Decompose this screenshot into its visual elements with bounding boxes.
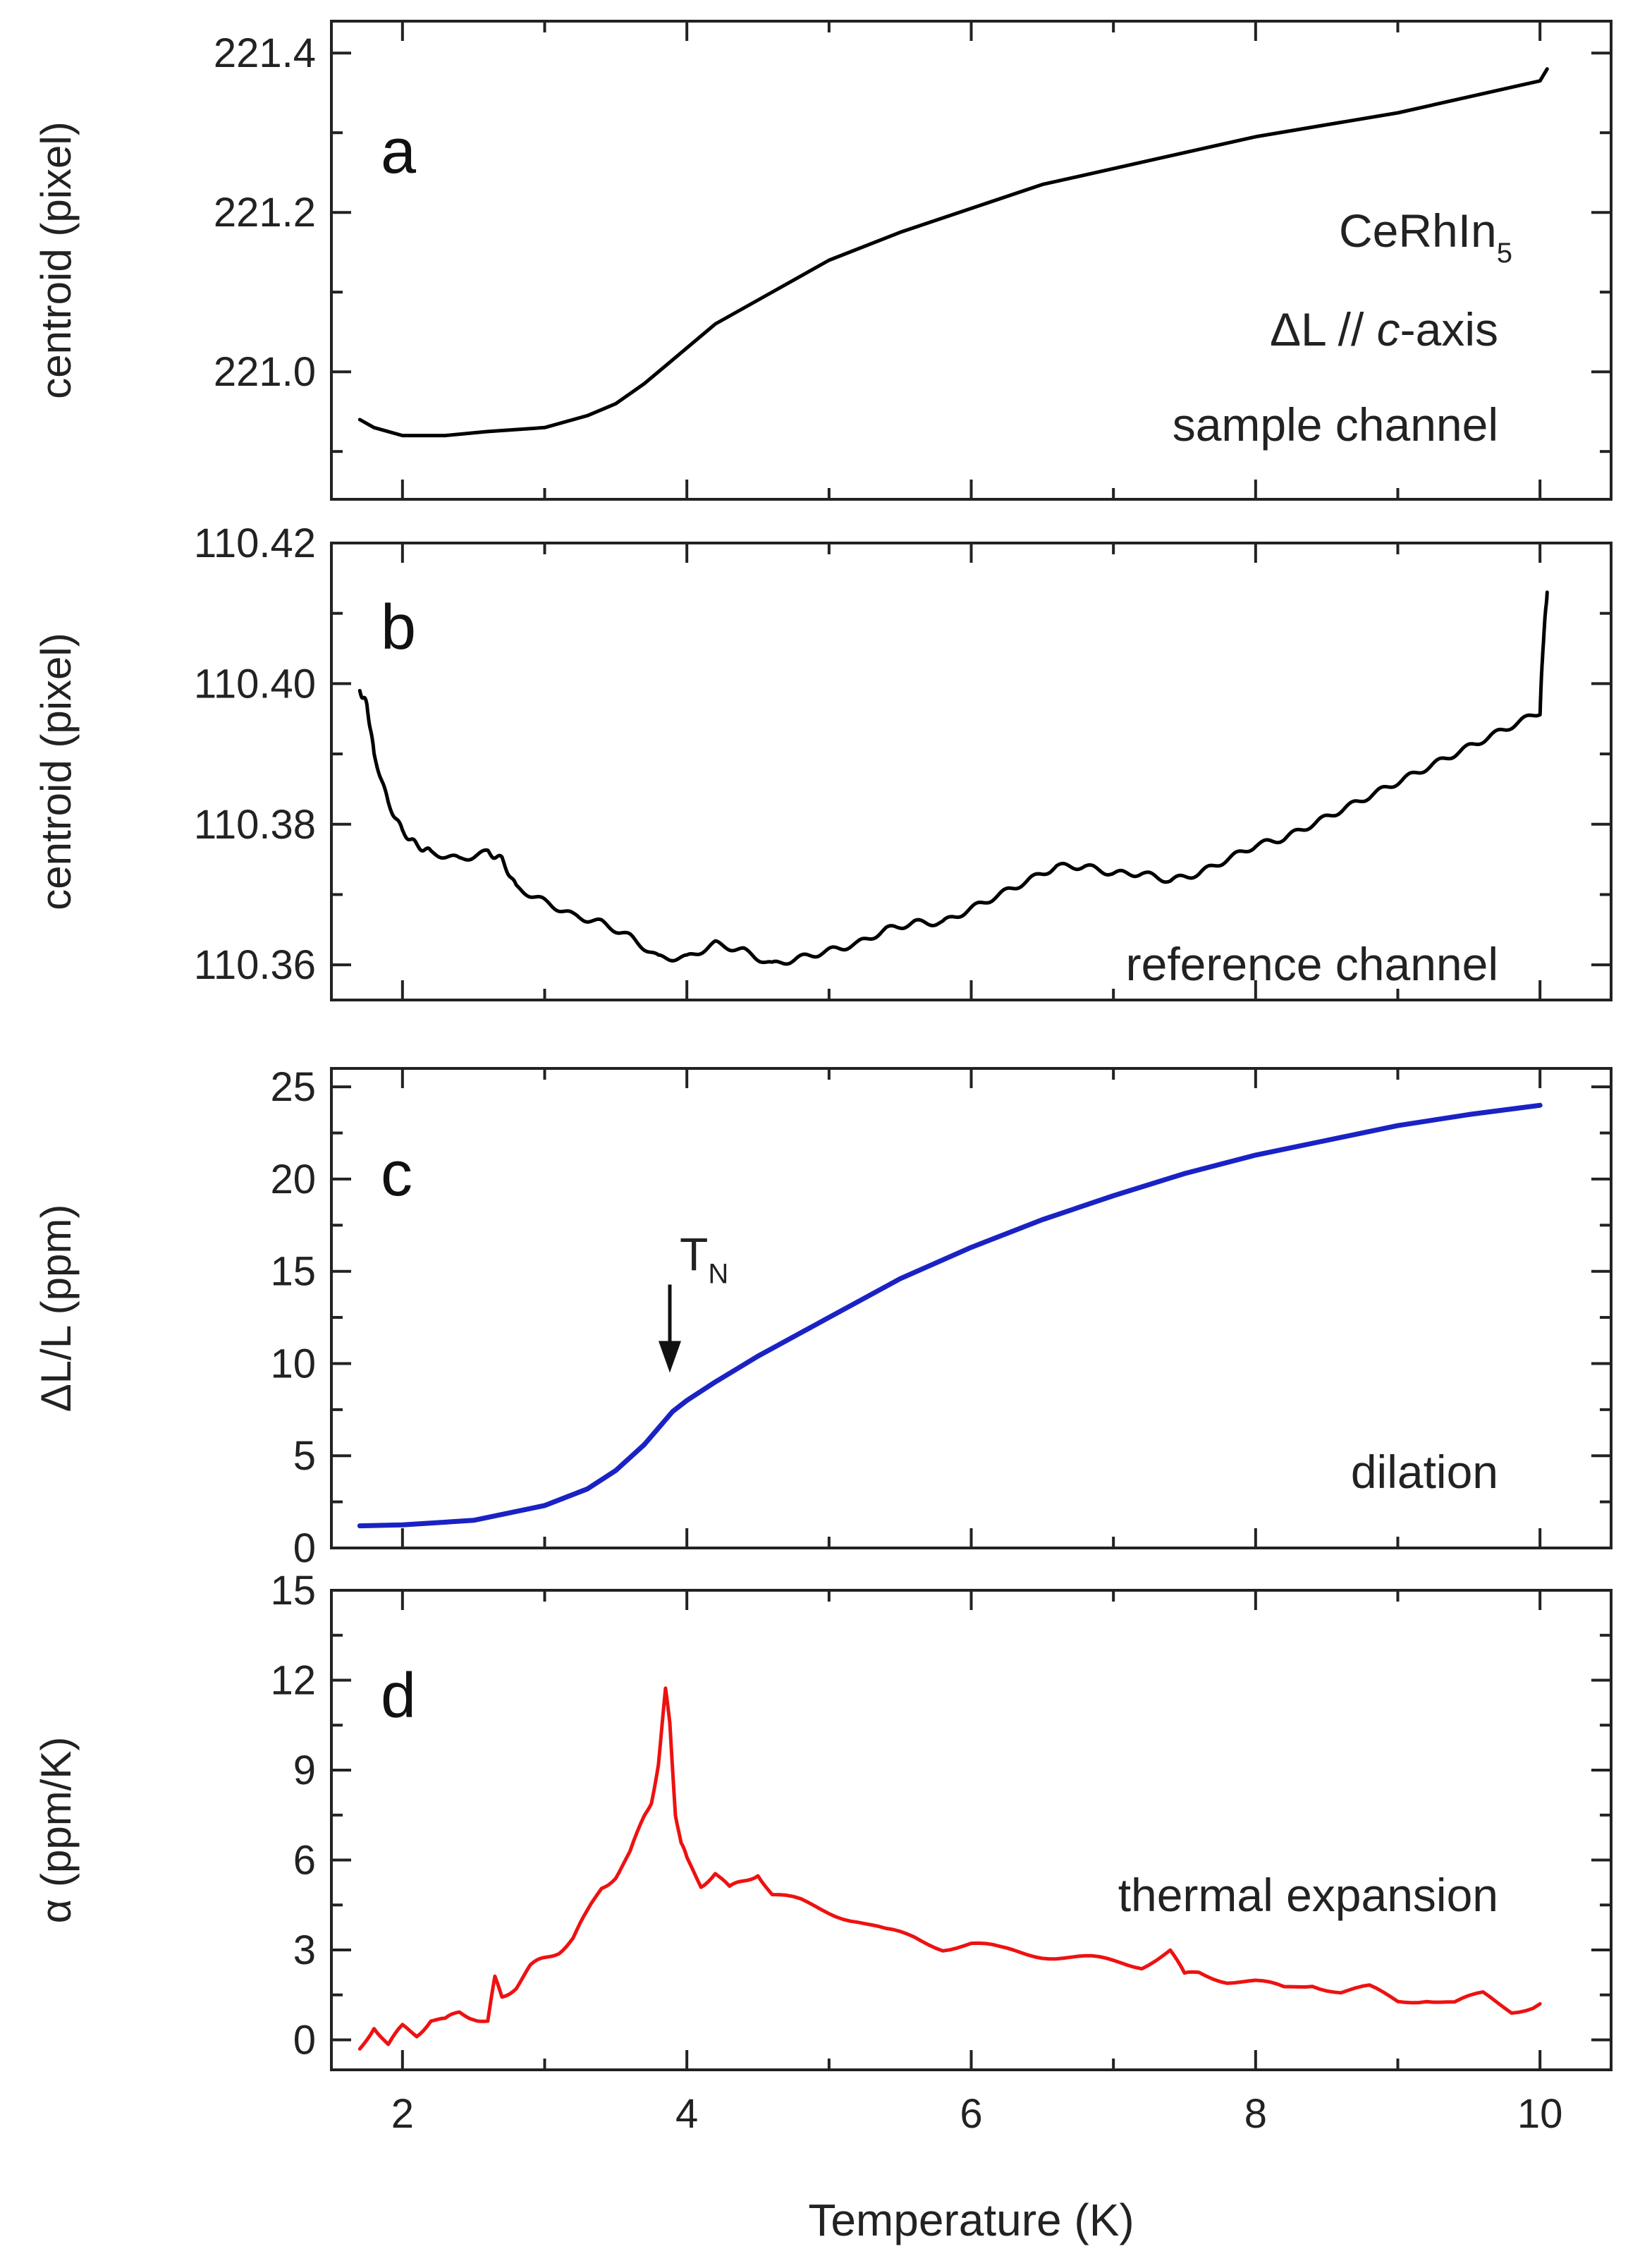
y-tick-label: 110.38 — [194, 802, 316, 848]
y-axis-label: α (ppm/K) — [32, 1737, 80, 1924]
y-axis-label: centroid (pixel) — [32, 633, 80, 910]
x-tick-label: 4 — [675, 2091, 698, 2137]
y-tick-label: 15 — [270, 1568, 316, 1614]
annotation: CeRhIn5 — [1339, 205, 1512, 269]
y-tick-label: 221.2 — [214, 190, 316, 236]
panel-b: 110.36 110.38 110.40 110.42 centroid (pixel)… — [32, 520, 1613, 1001]
series-line — [357, 1102, 1543, 1529]
x-tick-label: 10 — [1517, 2091, 1563, 2137]
y-tick-label: 0 — [293, 2018, 316, 2063]
y-tick-label: 12 — [270, 1658, 316, 1704]
y-tick-label: 0 — [293, 1525, 316, 1571]
y-tick-label: 110.36 — [194, 942, 316, 988]
annotation: dilation — [1351, 1446, 1498, 1498]
y-tick-label: 110.42 — [194, 520, 316, 566]
series-line — [357, 1686, 1542, 2051]
y-tick-label: 3 — [293, 1927, 316, 1973]
panel-letter: d — [381, 1661, 416, 1731]
x-tick-label: 8 — [1244, 2091, 1267, 2137]
y-tick-label: 20 — [270, 1157, 316, 1202]
y-tick-label: 9 — [293, 1748, 316, 1793]
series-line — [357, 67, 1549, 438]
x-tick-label: 6 — [960, 2091, 982, 2137]
x-tick-label: 2 — [391, 2091, 414, 2137]
panel-a: 221.0 221.2 221.4 centroid (pixel) a CeRhIn5 Δ… — [32, 20, 1613, 501]
panel-letter: b — [381, 592, 416, 663]
panel-c: 0 5 10 15 20 25 ΔL/L (ppm) c TN dilation — [32, 1064, 1613, 1571]
panel-letter: c — [381, 1139, 412, 1209]
plot-frame — [330, 1589, 1613, 2071]
panel-d: 2 4 6 8 10 Temperature (K) 0 3 6 9 12 15 α (ppm/K) d t… — [32, 1568, 1613, 2245]
y-tick-label: 110.40 — [194, 661, 316, 707]
tn-arrow-head — [659, 1341, 681, 1373]
tn-label: TN — [680, 1228, 728, 1290]
annotation: ΔL // c-axis — [1270, 303, 1498, 355]
annotation: reference channel — [1126, 938, 1498, 990]
y-axis-label: ΔL/L (ppm) — [32, 1205, 80, 1413]
annotation-italic: c — [1377, 303, 1400, 355]
x-axis-label: Temperature (K) — [808, 2195, 1134, 2245]
y-tick-label: 6 — [293, 1838, 316, 1884]
annotation-sub: 5 — [1497, 238, 1512, 269]
annotation: thermal expansion — [1118, 1869, 1498, 1921]
y-tick-label: 10 — [270, 1341, 316, 1386]
y-tick-label: 25 — [270, 1064, 316, 1110]
y-tick-label: 5 — [293, 1433, 316, 1479]
series-line — [357, 590, 1549, 966]
y-tick-label: 221.0 — [214, 349, 316, 395]
y-axis-label: centroid (pixel) — [32, 121, 80, 399]
tn-label-sub: N — [708, 1259, 728, 1290]
annotation: sample channel — [1173, 398, 1498, 451]
y-tick-label: 221.4 — [214, 30, 316, 76]
y-tick-label: 15 — [270, 1249, 316, 1295]
panel-letter: a — [381, 116, 417, 187]
